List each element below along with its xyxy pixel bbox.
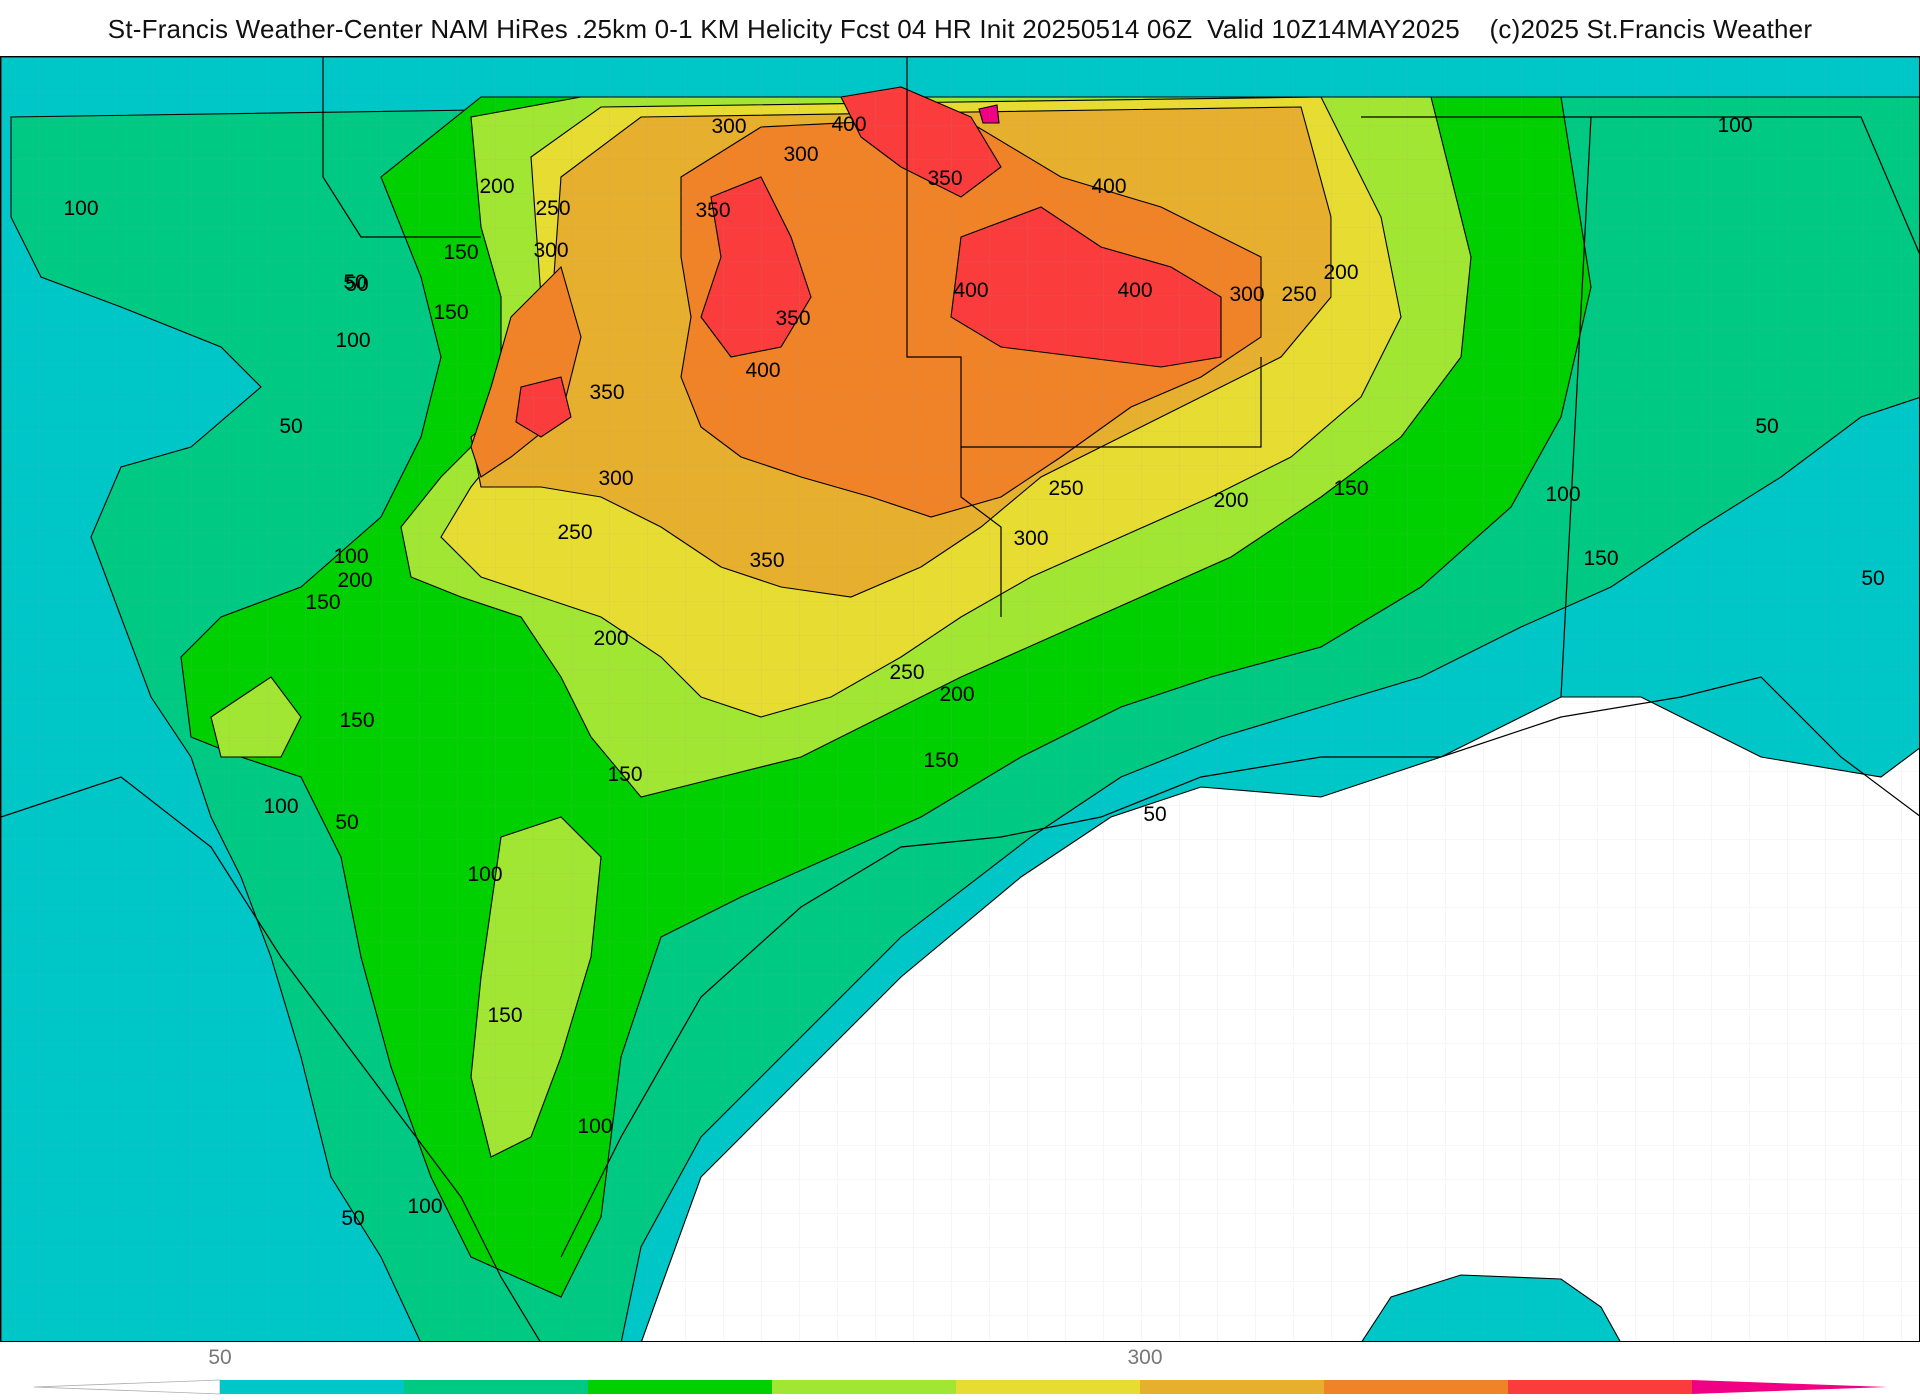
state-border bbox=[322, 57, 481, 238]
contour-label: 100 bbox=[333, 545, 368, 568]
contour-label: 100 bbox=[1717, 114, 1752, 137]
contour-label: 350 bbox=[749, 549, 784, 572]
state-border bbox=[906, 57, 1262, 448]
contour-label: 250 bbox=[557, 521, 592, 544]
state-boundary-layer bbox=[1, 57, 1919, 1341]
contour-label: 300 bbox=[783, 143, 818, 166]
colorbar-segment bbox=[1508, 1380, 1692, 1394]
colorbar-tick-label: 300 bbox=[1127, 1346, 1163, 1369]
contour-label: 400 bbox=[1091, 175, 1126, 198]
contour-label: 300 bbox=[1229, 283, 1264, 306]
contour-label: 50 bbox=[335, 811, 358, 834]
contour-label: 150 bbox=[305, 591, 340, 614]
contour-label: 400 bbox=[953, 279, 988, 302]
contour-label: 200 bbox=[593, 627, 628, 650]
colorbar: 50 300 bbox=[0, 1342, 1920, 1400]
contour-label: 200 bbox=[1213, 489, 1248, 512]
contour-label-layer: 400 300 300 350 200 250 150 300 50 150 100 350 400 40… bbox=[63, 113, 1884, 1230]
contour-label: 300 bbox=[1013, 527, 1048, 550]
colorbar-segment bbox=[404, 1380, 588, 1394]
colorbar-segment bbox=[956, 1380, 1140, 1394]
contour-label: 150 bbox=[443, 241, 478, 264]
map-title: St-Francis Weather-Center NAM HiRes .25k… bbox=[107, 14, 1813, 44]
contour-label: 300 bbox=[711, 115, 746, 138]
contour-label: 200 bbox=[939, 683, 974, 706]
contour-label: 100 bbox=[577, 1115, 612, 1138]
contour-label: 300 bbox=[533, 239, 568, 262]
contour-label: 150 bbox=[607, 763, 642, 786]
contour-label: 200 bbox=[479, 175, 514, 198]
contour-label: 400 bbox=[745, 359, 780, 382]
coastline bbox=[560, 676, 1919, 1258]
contour-label: 100 bbox=[335, 329, 370, 352]
contour-label: 150 bbox=[487, 1004, 522, 1027]
state-border bbox=[960, 447, 1002, 617]
colorbar-segment bbox=[772, 1380, 956, 1394]
contour-label: 300 bbox=[598, 467, 633, 490]
contour-label: 50 bbox=[1143, 803, 1166, 826]
contour-label: 100 bbox=[63, 197, 98, 220]
coastline bbox=[1, 776, 541, 1341]
contour-label: 200 bbox=[337, 569, 372, 592]
contour-label: 350 bbox=[695, 199, 730, 222]
county-grid bbox=[1, 57, 1919, 1341]
contour-label: 50 bbox=[343, 271, 366, 294]
contour-label: 350 bbox=[927, 167, 962, 190]
state-border bbox=[1591, 116, 1919, 254]
contour-label: 150 bbox=[433, 301, 468, 324]
contour-label: 100 bbox=[467, 863, 502, 886]
contour-label: 50 bbox=[345, 273, 368, 296]
map-canvas: 400 300 300 350 200 250 150 300 50 150 100 350 400 40… bbox=[1, 57, 1919, 1341]
contour-label: 150 bbox=[1583, 547, 1618, 570]
colorbar-tick-label: 50 bbox=[208, 1346, 232, 1369]
contour-label: 350 bbox=[775, 307, 810, 330]
colorbar-segment bbox=[588, 1380, 772, 1394]
contour-label: 50 bbox=[1861, 567, 1884, 590]
colorbar-strip bbox=[33, 1379, 1888, 1395]
contour-label: 250 bbox=[1281, 283, 1316, 306]
colorbar-segment bbox=[1140, 1380, 1324, 1394]
contour-label: 200 bbox=[1323, 261, 1358, 284]
contour-label: 400 bbox=[1117, 279, 1152, 302]
contour-label: 50 bbox=[279, 415, 302, 438]
contour-label: 250 bbox=[889, 661, 924, 684]
colorbar-segment bbox=[1324, 1380, 1508, 1394]
contour-label: 100 bbox=[407, 1195, 442, 1218]
contour-label: 150 bbox=[1333, 477, 1368, 500]
contour-label: 150 bbox=[339, 709, 374, 732]
contour-label: 100 bbox=[1545, 483, 1580, 506]
colorbar-under-triangle bbox=[33, 1379, 221, 1395]
contour-label: 250 bbox=[535, 197, 570, 220]
contour-label: 50 bbox=[1755, 415, 1778, 438]
contour-label: 350 bbox=[589, 381, 624, 404]
colorbar-over-triangle bbox=[1692, 1380, 1888, 1394]
colorbar-segment bbox=[220, 1380, 404, 1394]
helicity-map: 400 300 300 350 200 250 150 300 50 150 100 350 400 40… bbox=[0, 56, 1920, 1342]
contour-label: 400 bbox=[831, 113, 866, 136]
contour-label: 100 bbox=[263, 795, 298, 818]
contour-label: 250 bbox=[1048, 477, 1083, 500]
contour-label: 150 bbox=[923, 749, 958, 772]
contour-label: 50 bbox=[341, 1207, 364, 1230]
